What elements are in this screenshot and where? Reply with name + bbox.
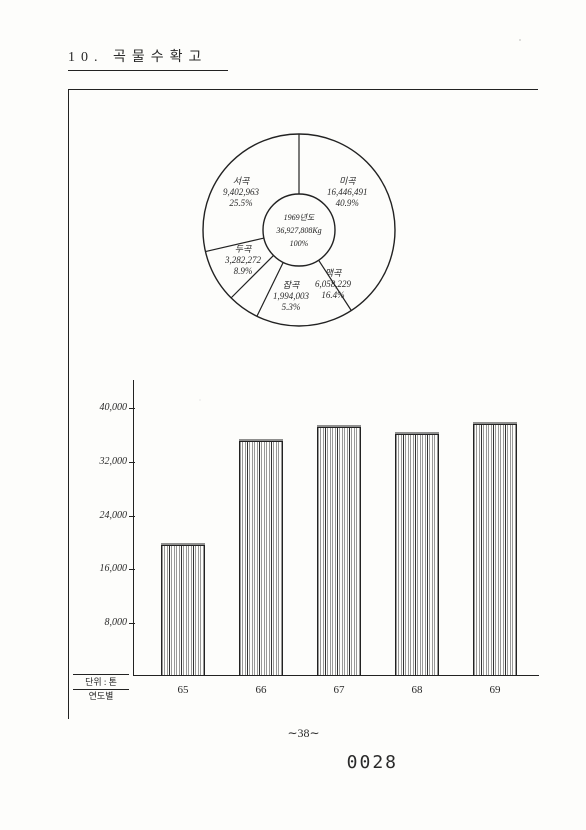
axis-legend: 단위 : 톤 연도별 bbox=[73, 674, 129, 702]
axis-legend-unit: 단위 : 톤 bbox=[73, 675, 129, 690]
axis-legend-years: 연도별 bbox=[73, 690, 129, 702]
y-tick: 8,000 bbox=[79, 617, 127, 628]
x-label: 65 bbox=[161, 684, 205, 696]
y-tick: 32,000 bbox=[79, 456, 127, 467]
bar bbox=[395, 434, 439, 676]
stamp-number: 0028 bbox=[347, 752, 398, 773]
section-title: 10. 곡물수확고 bbox=[68, 46, 228, 71]
title-text: 곡물수확고 bbox=[113, 50, 207, 65]
y-tick: 40,000 bbox=[79, 402, 127, 413]
x-label: 66 bbox=[239, 684, 283, 696]
x-label: 69 bbox=[473, 684, 517, 696]
y-tick: 24,000 bbox=[79, 510, 127, 521]
pie-center-label: 36,927,808Kg bbox=[275, 226, 321, 235]
page-number: ∼38∼ bbox=[69, 726, 538, 741]
pie-center-label: 1969년도 bbox=[284, 213, 315, 222]
bar-plot-area bbox=[133, 380, 539, 676]
pie-slice-label: 서곡9,402,96325.5% bbox=[223, 176, 259, 209]
page: 10. 곡물수확고 1969년도 36,927,808Kg 100% 미곡16,44… bbox=[68, 46, 548, 719]
pie-slice-label: 두곡3,282,2728.9% bbox=[225, 244, 261, 277]
pie-chart: 1969년도 36,927,808Kg 100% 미곡16,446,49140.9%… bbox=[199, 130, 399, 330]
bar-chart: 단위 : 톤 연도별 8,000 16,000 24,000 32,000 40,000… bbox=[69, 380, 539, 710]
title-index: 10. bbox=[68, 50, 104, 65]
x-label: 68 bbox=[395, 684, 439, 696]
x-label: 67 bbox=[317, 684, 361, 696]
y-tick: 16,000 bbox=[79, 563, 127, 574]
pie-slice-label: 미곡16,446,49140.9% bbox=[327, 176, 368, 209]
chart-frame: 1969년도 36,927,808Kg 100% 미곡16,446,49140.9%… bbox=[68, 89, 538, 719]
pie-slice-label: 잡곡1,994,0035.3% bbox=[273, 280, 309, 313]
pie-slice-label: 맥곡6,058,22916.4% bbox=[315, 268, 351, 301]
bar bbox=[239, 441, 283, 676]
bar bbox=[317, 427, 361, 676]
bar bbox=[473, 424, 517, 676]
pie-center-label: 100% bbox=[290, 239, 309, 248]
bar bbox=[161, 545, 205, 676]
